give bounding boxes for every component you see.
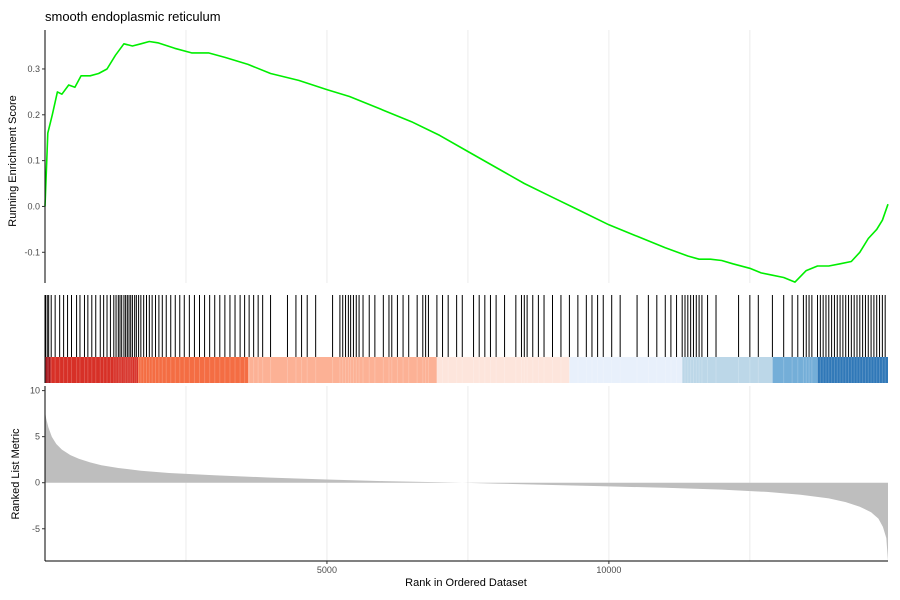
bottom-y-tick-label: -5 [32, 524, 40, 534]
color-bar-segment [436, 357, 570, 383]
running-enrichment-panel [44, 40, 889, 283]
running-enrichment-line [44, 40, 889, 283]
chart-title: smooth endoplasmic reticulum [45, 9, 221, 24]
color-bar-segment [817, 357, 888, 383]
color-bar-segment [138, 357, 248, 383]
top-panel-grid [185, 30, 751, 283]
bottom-panel-grid [185, 386, 751, 561]
top-y-tick-label: 0.0 [27, 201, 40, 211]
x-tick-label: 5000 [317, 565, 337, 575]
bottom-y-tick-label: 0 [35, 478, 40, 488]
color-bar-segment [50, 357, 139, 383]
x-tick-label: 10000 [596, 565, 621, 575]
top-y-tick-label: 0.3 [27, 64, 40, 74]
color-bar-segment [247, 357, 437, 383]
ranked-metric-area [45, 410, 888, 561]
top-y-tick-label: -0.1 [24, 247, 40, 257]
gene-hit-rug [45, 295, 886, 357]
axes [44, 30, 888, 562]
top-y-tick-label: 0.2 [27, 110, 40, 120]
top-y-tick-label: 0.1 [27, 156, 40, 166]
bottom-y-tick-label: 10 [30, 386, 40, 396]
bottom-y-axis-title: Ranked List Metric [10, 428, 22, 520]
ranked-list-metric-panel [45, 410, 888, 561]
color-bar-segment [569, 357, 683, 383]
color-bar-segment [45, 357, 51, 383]
color-bar-segment [682, 357, 773, 383]
rank-color-bar [45, 357, 888, 383]
bottom-y-tick-label: 5 [35, 432, 40, 442]
x-axis-title: Rank in Ordered Dataset [405, 577, 527, 589]
tick-labels: -0.1 0.0 0.1 0.2 0.3 -5 0 5 10 5000 10000 [24, 64, 621, 575]
top-y-axis-title: Running Enrichment Score [7, 95, 19, 226]
color-bar-segment [772, 357, 818, 383]
